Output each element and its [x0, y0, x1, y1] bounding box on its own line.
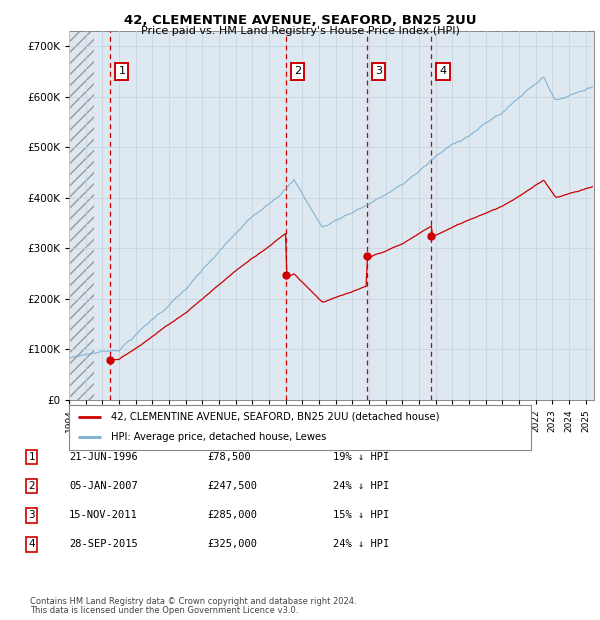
Text: 24% ↓ HPI: 24% ↓ HPI — [333, 539, 389, 549]
Text: £78,500: £78,500 — [207, 452, 251, 462]
Bar — [69, 31, 94, 400]
Text: 24% ↓ HPI: 24% ↓ HPI — [333, 481, 389, 491]
Text: £285,000: £285,000 — [207, 510, 257, 520]
Text: Price paid vs. HM Land Registry's House Price Index (HPI): Price paid vs. HM Land Registry's House … — [140, 26, 460, 36]
Bar — [69, 31, 94, 400]
Text: 42, CLEMENTINE AVENUE, SEAFORD, BN25 2UU (detached house): 42, CLEMENTINE AVENUE, SEAFORD, BN25 2UU… — [110, 412, 439, 422]
Text: 4: 4 — [439, 66, 446, 76]
Text: 1: 1 — [118, 66, 125, 76]
Text: 1: 1 — [28, 452, 35, 462]
Text: 19% ↓ HPI: 19% ↓ HPI — [333, 452, 389, 462]
Text: Contains HM Land Registry data © Crown copyright and database right 2024.: Contains HM Land Registry data © Crown c… — [30, 597, 356, 606]
Text: 05-JAN-2007: 05-JAN-2007 — [69, 481, 138, 491]
Text: 21-JUN-1996: 21-JUN-1996 — [69, 452, 138, 462]
Text: £247,500: £247,500 — [207, 481, 257, 491]
Text: 4: 4 — [28, 539, 35, 549]
Text: HPI: Average price, detached house, Lewes: HPI: Average price, detached house, Lewe… — [110, 432, 326, 443]
Text: 2: 2 — [294, 66, 301, 76]
Text: This data is licensed under the Open Government Licence v3.0.: This data is licensed under the Open Gov… — [30, 606, 298, 615]
Text: £325,000: £325,000 — [207, 539, 257, 549]
Text: 2: 2 — [28, 481, 35, 491]
Text: 28-SEP-2015: 28-SEP-2015 — [69, 539, 138, 549]
Text: 15% ↓ HPI: 15% ↓ HPI — [333, 510, 389, 520]
Text: 42, CLEMENTINE AVENUE, SEAFORD, BN25 2UU: 42, CLEMENTINE AVENUE, SEAFORD, BN25 2UU — [124, 14, 476, 27]
Text: 3: 3 — [375, 66, 382, 76]
Text: 15-NOV-2011: 15-NOV-2011 — [69, 510, 138, 520]
Text: 3: 3 — [28, 510, 35, 520]
